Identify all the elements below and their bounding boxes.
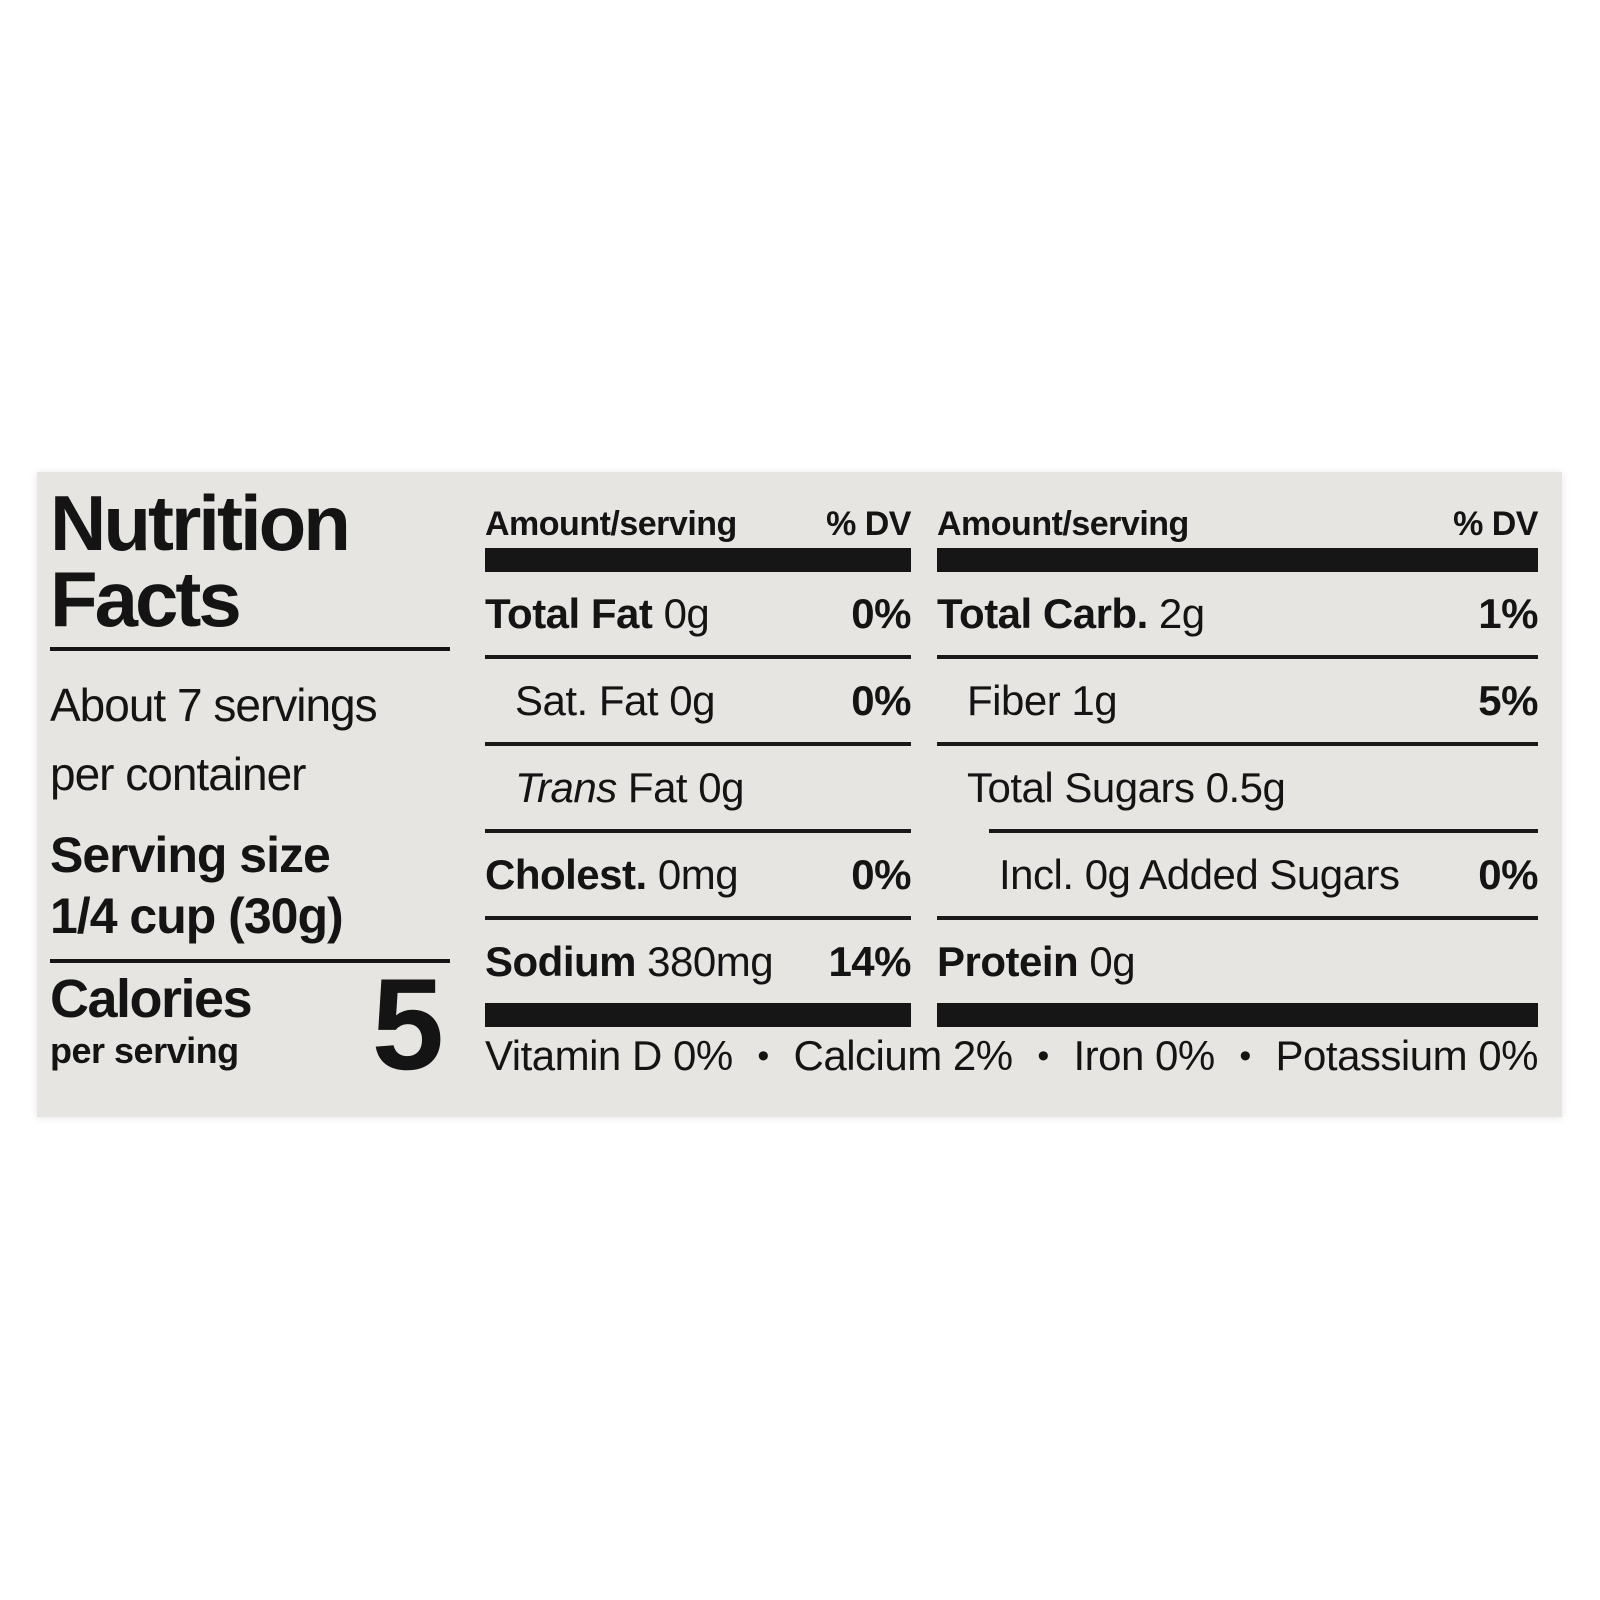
calories-value: 5 [371,951,444,1098]
servings-line2: per container [50,748,307,801]
divider [937,916,1538,920]
divider [485,916,911,920]
divider [50,959,450,964]
dv-value: 0% [1478,850,1538,898]
row-protein: Protein 0g [937,937,1136,985]
servings-per-container: About 7 servings per container [50,671,450,809]
dv-value: 5% [1478,676,1538,724]
row-fiber: Fiber 1g 5% [967,676,1538,724]
divider [937,655,1538,659]
bullet-separator: • [757,1036,769,1075]
potassium-value: Potassium 0% [1275,1032,1539,1079]
amount-per-serving-header: Amount/serving [485,505,737,543]
iron-value: Iron 0% [1073,1032,1215,1079]
label-title-line2: Facts [50,554,242,643]
label-title-line1: Nutrition [50,479,351,567]
divider [937,742,1538,746]
row-sat-fat: Sat. Fat 0g 0% [515,676,911,724]
row-added-sugars: Incl. 0g Added Sugars 0% [999,850,1538,898]
serving-size-value: 1/4 cup (30g) [50,888,344,945]
thick-bar [937,1003,1538,1027]
thick-bar [485,548,911,572]
serving-size: Serving size 1/4 cup (30g) [50,825,450,947]
micronutrients-row: Vitamin D 0% • Calcium 2% • Iron 0% • Po… [485,1032,1538,1080]
dv-value: 0% [851,850,911,898]
thick-bar [937,548,1538,572]
calories-subtext: per serving [50,1030,239,1071]
servings-line1: About 7 servings [50,679,378,732]
dv-value: 14% [828,937,911,985]
bullet-separator: • [1037,1036,1049,1075]
row-sodium: Sodium 380mg 14% [485,937,911,985]
row-total-sugars: Total Sugars 0.5g [967,763,1286,811]
percent-dv-header: % DV [826,505,911,543]
dv-value: 0% [851,676,911,724]
vitamin-d-value: Vitamin D 0% [485,1032,733,1079]
label-title: Nutrition Facts [50,479,450,643]
nutrients-column-1: Amount/serving % DV Total Fat 0g 0% Sat.… [485,498,911,1027]
percent-dv-header: % DV [1453,505,1538,543]
divider [50,647,450,652]
nutrition-facts-label: Nutrition Facts About 7 servings per con… [37,472,1562,1117]
divider [485,655,911,659]
divider [485,829,911,833]
row-trans-fat: Trans Fat 0g [515,763,745,811]
dv-value: 1% [1478,589,1538,637]
column-header: Amount/serving % DV [485,498,911,544]
row-total-carb: Total Carb. 2g 1% [937,589,1538,637]
calories-label-block: Calories per serving [50,969,253,1072]
dv-value: 0% [851,589,911,637]
bullet-separator: • [1239,1036,1251,1075]
divider [485,742,911,746]
serving-size-label: Serving size [50,827,331,884]
row-total-fat: Total Fat 0g 0% [485,589,911,637]
calories-row: Calories per serving 5 [50,951,450,1098]
calcium-value: Calcium 2% [793,1032,1014,1079]
thick-bar [485,1003,911,1027]
divider-indented [989,829,1538,833]
calories-label: Calories [50,969,253,1030]
label-summary-column: Nutrition Facts About 7 servings per con… [50,479,450,1098]
nutrients-column-2: Amount/serving % DV Total Carb. 2g 1% Fi… [937,498,1538,1027]
column-header: Amount/serving % DV [937,498,1538,544]
amount-per-serving-header: Amount/serving [937,505,1189,543]
row-cholesterol: Cholest. 0mg 0% [485,850,911,898]
